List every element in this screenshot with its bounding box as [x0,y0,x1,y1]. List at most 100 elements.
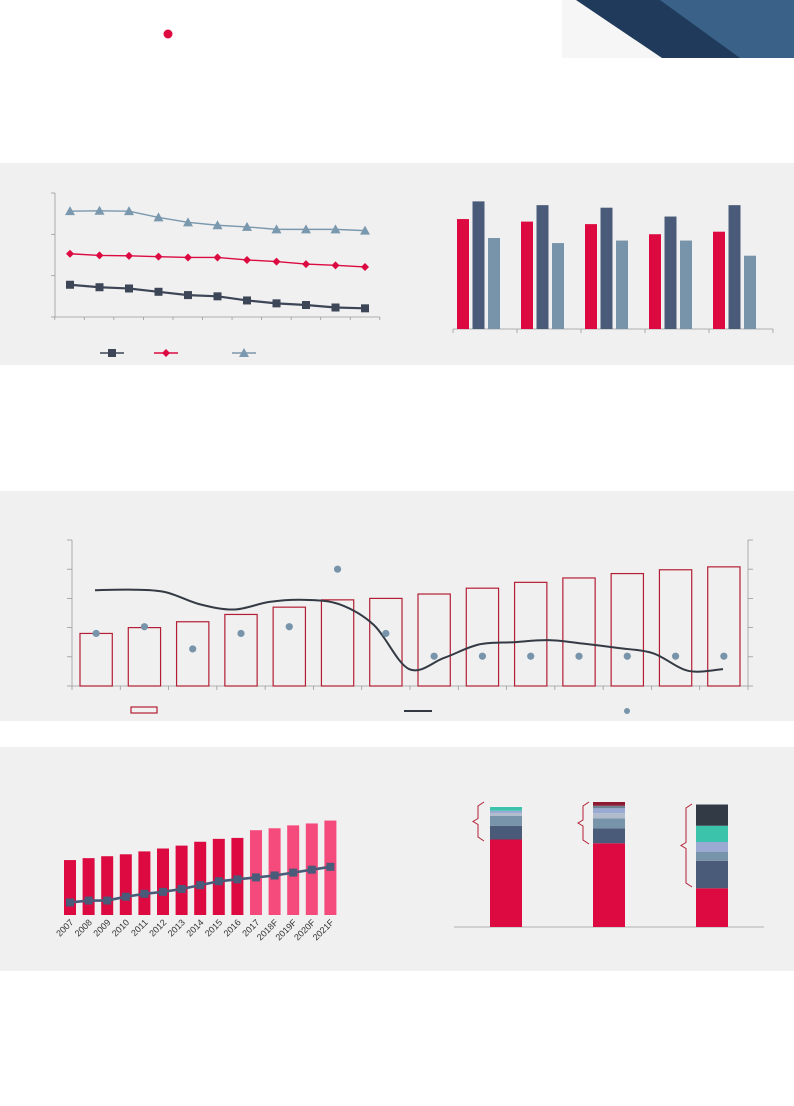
data-point [237,629,245,638]
bracket [577,801,590,845]
data-point [103,896,112,905]
x-tick-label: 2011 [129,917,150,938]
bar [417,593,451,687]
data-point [671,652,680,660]
stack-segment [593,818,625,829]
data-point [154,252,163,261]
bar [521,221,533,329]
data-point [575,652,583,660]
corner-light-shape [660,0,794,58]
stack-segment [696,860,728,889]
data-point [121,892,130,901]
data-point [66,898,74,907]
data-point [94,205,105,215]
stack-segment [696,842,728,852]
data-point [66,280,74,289]
bar [707,566,741,687]
stack-segment [490,813,522,816]
x-tick-label: 2010 [110,917,131,938]
x-tick-label: 2007 [54,917,75,938]
data-point [92,629,100,638]
bracket [680,803,693,888]
data-point [125,284,133,293]
bar [82,858,95,915]
x-tick-label: 2008 [73,917,94,938]
stack-segment [593,802,625,806]
bar [369,597,403,687]
x-tick-label: 2015 [203,917,224,938]
stack-segment [593,813,625,819]
data-point [243,296,251,305]
bar [119,854,132,915]
bar [513,581,548,687]
stack-segment [490,810,522,814]
stack-segment [490,825,522,840]
data-point [272,299,281,308]
bar [79,632,113,687]
bar [616,240,628,329]
data-point [326,862,335,871]
data-point [212,220,223,230]
bar [138,851,151,915]
data-point [301,224,311,234]
data-point [333,565,342,573]
data-point [189,645,197,653]
data-point [243,255,251,264]
bar-chart-grouped [452,201,774,333]
stack-segment [490,815,522,826]
bar [552,243,564,329]
data-point [66,249,74,258]
bar [157,848,169,915]
bar [101,856,114,915]
data-point [331,261,340,270]
data-point [270,871,279,880]
bar [175,621,210,687]
stack-segment [593,843,625,927]
stack-segment [696,825,728,842]
bar [320,599,355,687]
header-decoration [163,0,794,58]
data-point [302,301,310,310]
legend-marker [239,348,249,357]
data-point [183,217,193,227]
data-point [233,875,242,884]
bar [600,207,613,329]
bar [664,216,677,329]
data-point [95,251,104,260]
series-line [94,588,724,673]
legend-marker [162,349,170,357]
data-point [184,291,192,300]
data-point [361,304,369,313]
bar [658,569,693,687]
stack-segment [696,852,728,861]
bar [488,238,500,329]
data-point [271,224,282,234]
data-point [153,212,164,222]
data-point [84,896,93,905]
data-point [65,206,75,216]
data-point [361,262,369,271]
bar [610,572,645,687]
data-point [124,206,134,216]
data-point [154,287,163,296]
bar [536,205,549,329]
bar [562,577,596,687]
data-point [140,623,149,631]
data-point [623,652,631,660]
data-point [196,881,205,890]
data-point [159,887,167,896]
data-point [331,303,340,312]
bar [585,224,597,329]
data-point [720,652,728,660]
stack-segment [593,808,625,814]
chart-panel-middle [0,491,794,721]
stacked-bar-chart [454,801,764,928]
chart-panel-top [0,163,794,365]
bar [212,838,225,915]
stack-segment [696,804,728,826]
bar [127,627,162,687]
data-point [252,873,260,882]
bar [175,845,188,915]
data-point [478,652,487,660]
bar [713,231,725,329]
